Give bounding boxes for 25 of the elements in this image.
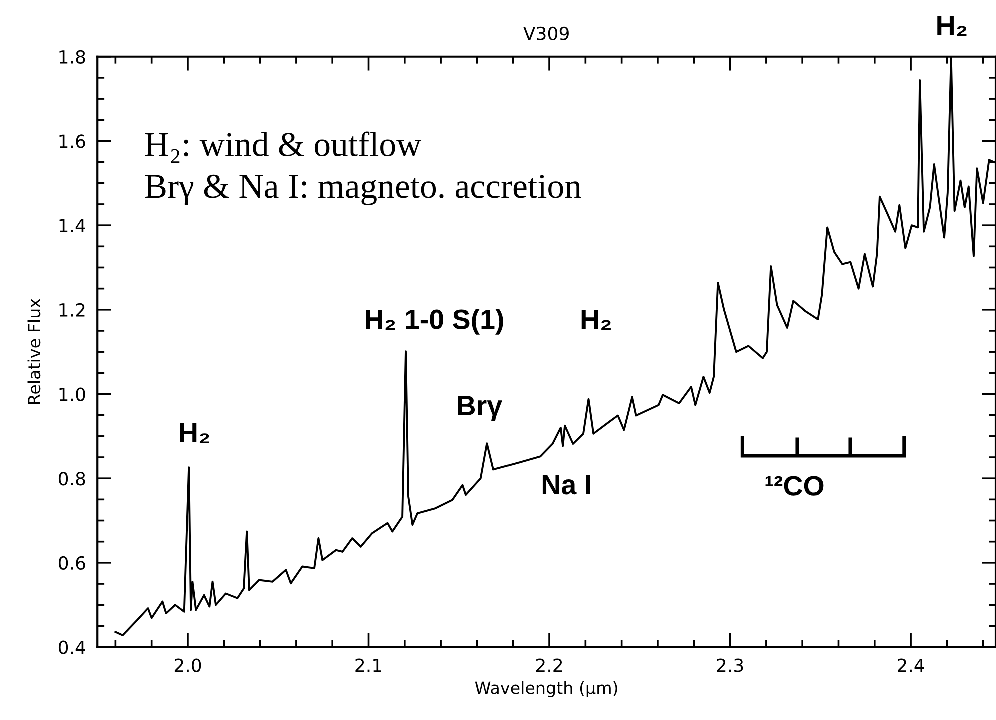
annotation: H₂ bbox=[180, 423, 210, 444]
y-tick-label: 0.8 bbox=[58, 472, 86, 486]
annotation: ¹²CO bbox=[766, 476, 824, 496]
y-axis-title: Relative Flux bbox=[28, 299, 41, 404]
y-tick-label: 1.2 bbox=[60, 303, 85, 317]
x-axis-title: Wavelength (μm) bbox=[475, 681, 618, 698]
y-tick-label: 0.4 bbox=[58, 640, 86, 654]
chart-title: V309 bbox=[524, 26, 569, 40]
y-tick-label: 1.6 bbox=[60, 134, 86, 148]
x-tick-label: 2.2 bbox=[536, 658, 562, 672]
x-tick-label: 2.4 bbox=[898, 658, 924, 672]
y-tick-label: 1.0 bbox=[60, 388, 86, 402]
annotation: Brγ bbox=[458, 396, 502, 422]
y-tick-label: 1.8 bbox=[60, 50, 86, 64]
x-tick-label: 2.0 bbox=[174, 658, 202, 672]
annotation: H₂ 1-0 S(1) bbox=[366, 309, 504, 335]
annotation: H₂ bbox=[582, 310, 611, 330]
annotation: H₂: wind & outflow bbox=[145, 132, 422, 164]
x-tick-label: 2.1 bbox=[356, 658, 382, 672]
annotation: Brγ & Na I: magneto. accretion bbox=[145, 174, 582, 206]
y-tick-label: 1.4 bbox=[60, 219, 86, 232]
x-tick-label: 2.3 bbox=[717, 658, 744, 672]
annotation: Na I bbox=[542, 475, 590, 495]
text: H₂ bbox=[938, 16, 967, 36]
y-tick-label: 0.6 bbox=[58, 556, 86, 570]
